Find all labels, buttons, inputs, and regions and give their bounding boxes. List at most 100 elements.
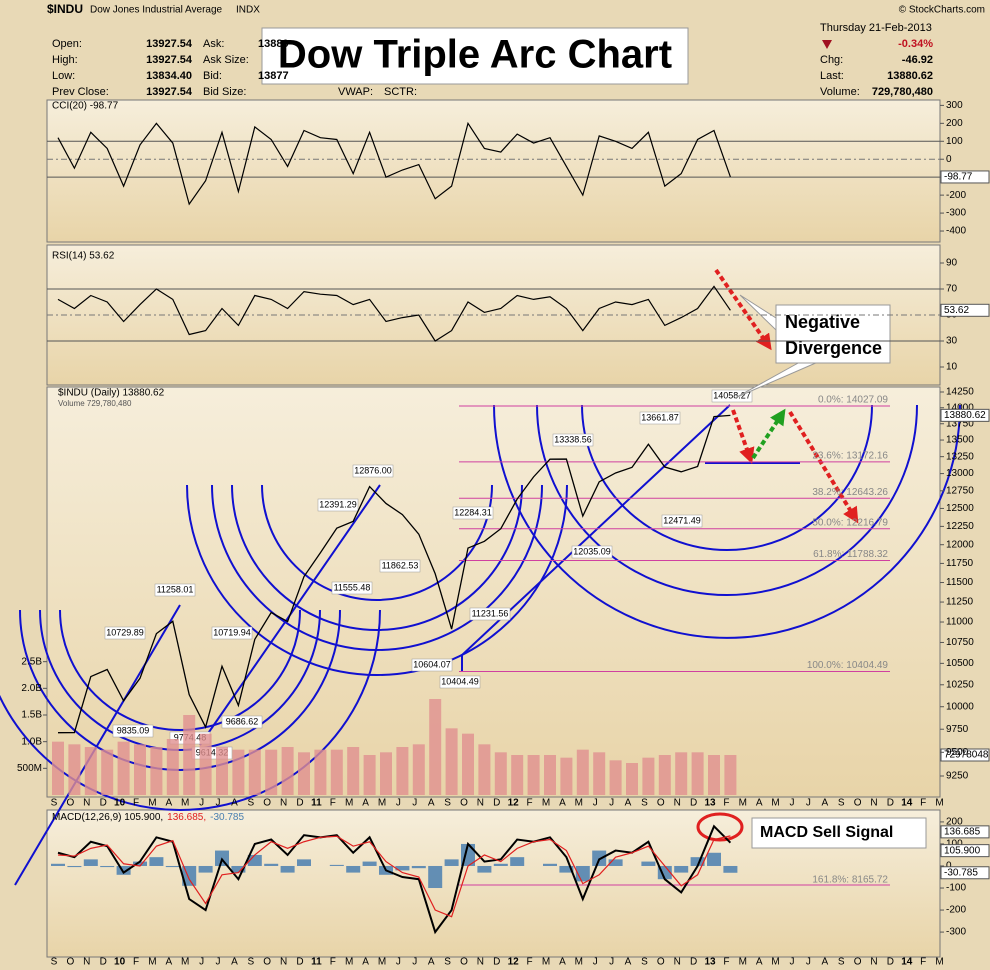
arc-group [493,404,961,639]
y-tick-label: 14000 [946,402,974,413]
x-tick-label: A [362,798,369,809]
y-tick-label: 12750 [946,485,974,496]
x-tick-label: O [657,798,665,809]
fib-label: 0.0%: 14027.09 [818,395,888,406]
volume-bar [593,752,606,795]
x-tick-label: D [887,798,894,809]
quote-value: 13834.40 [146,70,192,82]
price-label: 10719.94 [213,627,251,637]
y-tick-label: 13250 [946,451,974,462]
panel-title: RSI(14) 53.62 [52,251,115,262]
histogram-bar [559,865,574,873]
x-tick-label: N [674,957,681,968]
y-tick-label: 11750 [946,558,974,569]
quote-label: High: [52,54,78,66]
last-value-label: 13880.62 [944,410,986,421]
histogram-bar [280,865,295,873]
price-label-bg [571,545,613,559]
cci-panel [46,99,941,243]
x-tick-label: O [460,957,468,968]
x-tick-label: 13 [704,798,716,809]
x-tick-label: O [854,957,862,968]
x-tick-label: J [199,798,204,809]
down-arrow [822,40,832,49]
y-tick-label: -100 [946,883,966,894]
y-tick-label: -200 [946,190,966,201]
y-tick-label: 9250 [946,771,969,782]
volume-bar [166,739,179,795]
callout-text: Negative [785,312,860,332]
volume-bar [675,752,688,795]
y-tick-label: 10500 [946,658,974,669]
x-tick-label: A [231,957,238,968]
volume-bar [183,715,196,795]
histogram-bar [329,864,344,866]
price-label-bg [411,658,453,672]
x-tick-label: S [444,798,451,809]
x-tick-label: A [625,957,632,968]
price-label-bg [331,581,373,595]
y-tick-label: 12000 [946,539,974,550]
fib-label: 61.8%: 11788.32 [813,549,888,560]
callout-text: Divergence [785,338,882,358]
histogram-bar [428,865,443,889]
x-tick-label: O [67,798,75,809]
x-tick-label: A [821,798,828,809]
y-tick-label: -300 [946,208,966,219]
last-value-badge [940,170,990,184]
volume-bar [117,741,130,795]
symbol-name: Dow Jones Industrial Average [90,5,223,16]
volume-bar [347,747,360,795]
x-tick-label: N [477,798,484,809]
volume-bar [298,752,310,795]
x-tick-label: F [920,957,926,968]
volume-bar [429,699,442,795]
arrow [788,410,859,524]
x-tick-label: A [231,798,238,809]
y-tick-label: -400 [946,226,966,237]
x-tick-label: S [51,798,58,809]
price-label-bg [661,514,703,528]
x-tick-label: O [67,957,75,968]
histogram-bar [133,861,147,866]
x-tick-label: A [625,798,632,809]
volume-bar [609,760,622,795]
y-tick-label: 11000 [946,617,974,628]
x-tick-label: M [739,798,747,809]
stat-value: 13880.62 [887,70,933,82]
x-tick-label: S [247,798,254,809]
x-tick-label: J [806,957,811,968]
y-tick-label: 13500 [946,435,974,446]
x-tick-label: 10 [114,798,126,809]
x-tick-label: J [216,957,221,968]
x-tick-label: M [771,957,779,968]
x-tick-label: J [396,957,401,968]
volume-bar [576,749,589,795]
x-tick-label: S [838,957,845,968]
x-tick-label: A [362,957,369,968]
last-value-badge [940,866,990,880]
volume-bar [412,744,425,795]
quote-label: Bid Size: [203,86,246,98]
arrow [751,408,786,460]
symbol: $INDU [47,2,83,16]
x-tick-label: N [477,957,484,968]
x-tick-label: M [345,798,353,809]
price-label-bg [317,498,359,512]
stat-label: Volume: [820,86,860,98]
x-tick-label: S [247,957,254,968]
price-label-bg [352,464,394,478]
title-part: 136.685, [167,812,206,823]
volume-bar [330,749,343,795]
price-label-bg [154,583,196,597]
x-tick-label: A [821,957,828,968]
x-tick-label: A [165,798,172,809]
volume-tick-label: 500M [17,763,42,774]
x-tick-label: A [756,798,763,809]
price-label: 13661.87 [641,412,679,422]
arc-group [186,484,568,676]
volume-bar [134,744,146,795]
volume-tick-label: 1.0B [21,736,42,747]
y-tick-label: 10 [946,362,958,373]
